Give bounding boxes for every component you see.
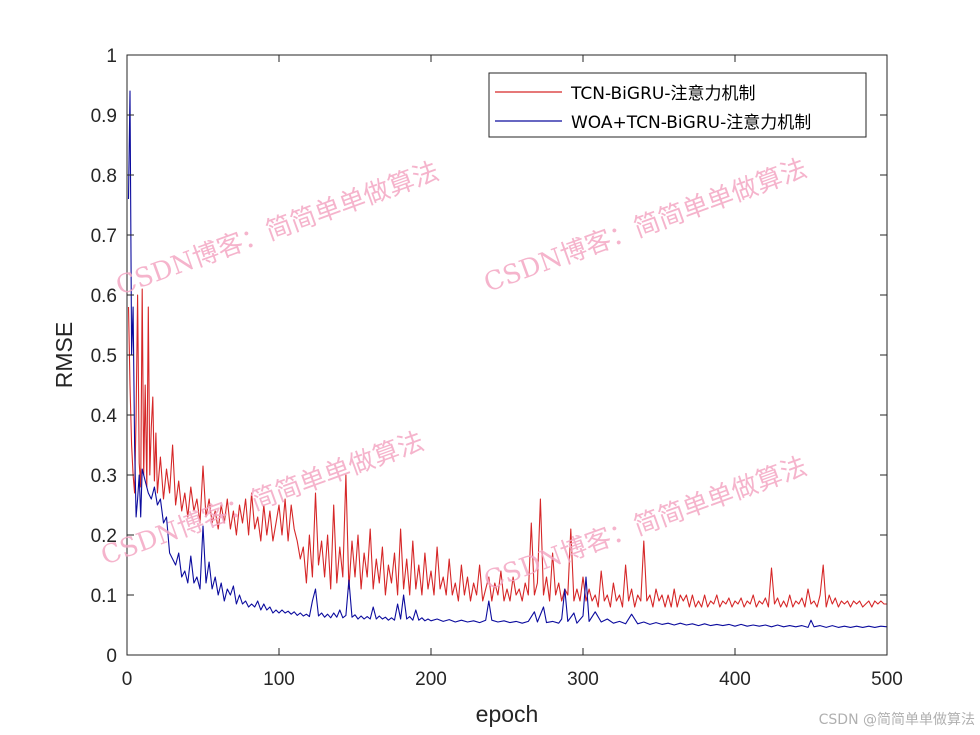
plot-lines: [127, 90, 888, 628]
y-tick-label-2: 0.2: [91, 526, 117, 547]
series-line-1: [127, 288, 887, 608]
corner-credit: CSDN @简简单单做算法: [819, 711, 975, 728]
axis-tick-labels: 0 100 200 300 400 500 0 0.1 0.2 0.3 0.4 0.5 0.6 0.7 0.…: [91, 46, 903, 690]
y-tick-label-8: 0.8: [91, 166, 117, 187]
legend-label-series-1: TCN-BiGRU-注意力机制: [570, 84, 755, 104]
x-axis-label: epoch: [476, 701, 539, 727]
y-tick-label-0: 0: [106, 646, 117, 667]
y-tick-label-5: 0.5: [91, 346, 117, 367]
series-line-2: [127, 90, 888, 628]
legend-box: [488, 72, 867, 138]
y-tick-label-3: 0.3: [91, 466, 117, 487]
legend-label-series-2: WOA+TCN-BiGRU-注意力机制: [571, 113, 811, 133]
axis-ticks: [126, 54, 888, 656]
x-tick-label-5: 500: [871, 669, 903, 690]
x-tick-label-4: 400: [719, 669, 751, 690]
x-tick-label-1: 100: [263, 669, 295, 690]
x-tick-label-3: 300: [567, 669, 599, 690]
legend: TCN-BiGRU-注意力机制 WOA+TCN-BiGRU-注意力机制: [488, 72, 867, 138]
y-tick-label-10: 1: [106, 46, 117, 67]
y-tick-label-4: 0.4: [91, 406, 118, 427]
x-tick-label-2: 200: [415, 669, 447, 690]
y-axis-label: RMSE: [51, 322, 77, 388]
y-tick-label-1: 0.1: [91, 586, 117, 607]
y-tick-label-6: 0.6: [91, 286, 117, 307]
y-tick-label-7: 0.7: [91, 226, 117, 247]
y-tick-label-9: 0.9: [91, 106, 117, 127]
x-tick-label-0: 0: [122, 669, 133, 690]
